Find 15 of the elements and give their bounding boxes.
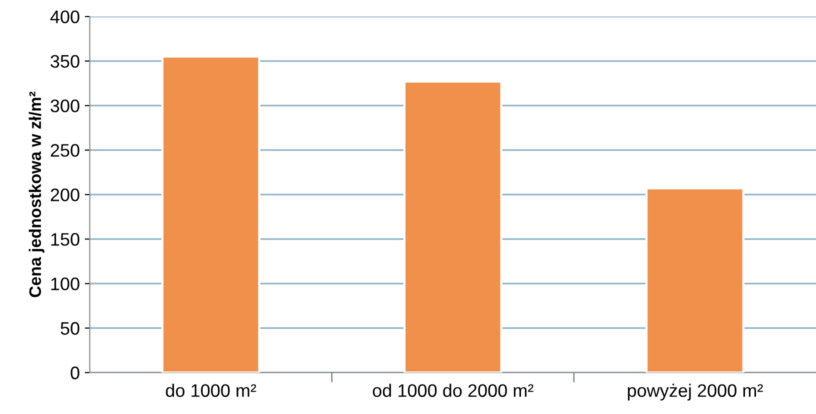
y-tick-label: 400 (50, 10, 80, 24)
x-tick-label: powyżej 2000 m² (628, 384, 763, 401)
y-tick-label: 150 (51, 233, 80, 246)
y-tick-label: 350 (50, 55, 80, 68)
x-tick-label: od 1000 do 2000 m² (372, 384, 534, 397)
y-tick-label: 100 (51, 278, 80, 290)
y-axis-title: Cena jednostkowa w zł/m² (28, 92, 44, 298)
y-tick-label: 50 (60, 322, 80, 335)
bar (161, 56, 260, 373)
y-tick-label: 250 (50, 144, 80, 157)
y-tick-label: 300 (50, 100, 80, 112)
x-tick-label: do 1000 m² (166, 384, 256, 397)
y-tick-label: 0 (70, 366, 80, 380)
y-tick-label: 200 (50, 188, 80, 202)
bar (646, 187, 744, 373)
